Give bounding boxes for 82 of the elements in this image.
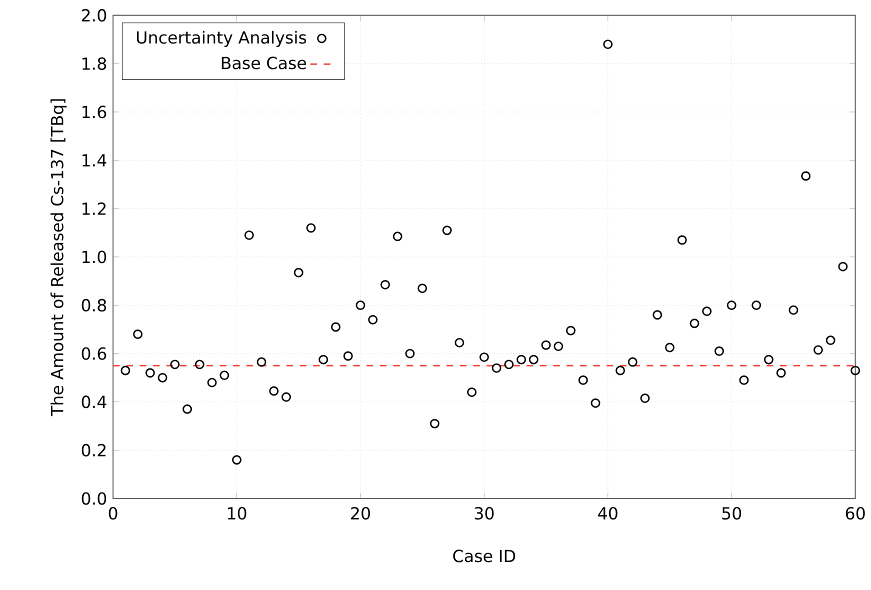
point	[677, 235, 687, 245]
point	[739, 376, 749, 386]
point	[120, 366, 130, 376]
point	[690, 318, 700, 328]
point	[356, 300, 366, 310]
point	[726, 300, 736, 310]
x-tick-label: 0	[108, 507, 118, 520]
point	[788, 306, 798, 316]
point	[528, 355, 538, 365]
point	[244, 230, 254, 240]
point	[368, 315, 378, 325]
point	[714, 346, 724, 356]
point	[343, 351, 353, 361]
point	[220, 370, 230, 380]
y-axis-title: The Amount of Released Cs-137 [TBq]	[50, 99, 67, 416]
point	[418, 284, 428, 294]
y-tick-label: 1.0	[82, 250, 106, 264]
point	[380, 280, 390, 290]
point	[269, 386, 279, 396]
point	[516, 355, 526, 365]
point	[442, 226, 452, 236]
x-tick-label: 50	[722, 507, 742, 520]
y-tick-label: 0.4	[82, 396, 106, 408]
point	[430, 419, 440, 429]
point	[702, 306, 712, 316]
point	[405, 349, 415, 359]
point	[541, 340, 551, 350]
point	[306, 223, 316, 233]
point	[256, 357, 266, 367]
point	[628, 357, 638, 367]
x-tick-label: 20	[351, 507, 370, 520]
x-tick-label: 10	[228, 507, 246, 520]
point	[170, 360, 180, 370]
point	[566, 326, 576, 336]
point	[133, 330, 143, 340]
point	[850, 366, 860, 376]
point	[603, 40, 613, 50]
point	[764, 355, 774, 365]
point	[652, 310, 662, 320]
point	[554, 342, 564, 352]
y-tick-label: 0.0	[82, 492, 106, 506]
legend-label: Uncertainty Analysis	[137, 31, 306, 48]
point	[282, 392, 291, 402]
point	[207, 378, 217, 388]
y-tick-label: 1.4	[82, 154, 106, 167]
point	[665, 343, 674, 352]
x-tick-label: 30	[474, 507, 494, 520]
point	[294, 268, 304, 278]
point	[826, 336, 836, 346]
y-tick-label: 2.0	[82, 9, 106, 22]
x-tick-label: 40	[598, 507, 618, 520]
y-tick-label: 1.2	[82, 202, 106, 216]
legend-label: Base Case	[222, 56, 306, 70]
point	[232, 455, 242, 465]
point	[392, 232, 402, 242]
y-tick-label: 0.8	[82, 299, 106, 312]
point	[318, 355, 328, 365]
y-tick-label: 0.2	[82, 444, 106, 457]
point	[578, 376, 588, 386]
point	[467, 388, 477, 398]
point	[590, 398, 600, 408]
point	[492, 364, 502, 374]
y-tick-label: 1.8	[82, 58, 106, 70]
y-tick-label: 0.6	[82, 347, 106, 360]
point	[640, 394, 650, 404]
point	[182, 404, 192, 414]
x-axis-title: Case ID	[453, 550, 516, 562]
point	[479, 352, 489, 362]
point	[752, 300, 762, 310]
point	[194, 360, 204, 370]
x-tick-label: 60	[846, 507, 865, 520]
point	[158, 373, 168, 383]
point	[616, 366, 626, 376]
y-tick-label: 1.6	[82, 106, 106, 118]
point	[454, 338, 464, 348]
point	[776, 368, 786, 378]
point	[330, 322, 340, 332]
point	[838, 262, 848, 272]
point	[145, 368, 155, 378]
point	[801, 171, 811, 181]
point	[813, 345, 823, 355]
point	[504, 360, 514, 370]
